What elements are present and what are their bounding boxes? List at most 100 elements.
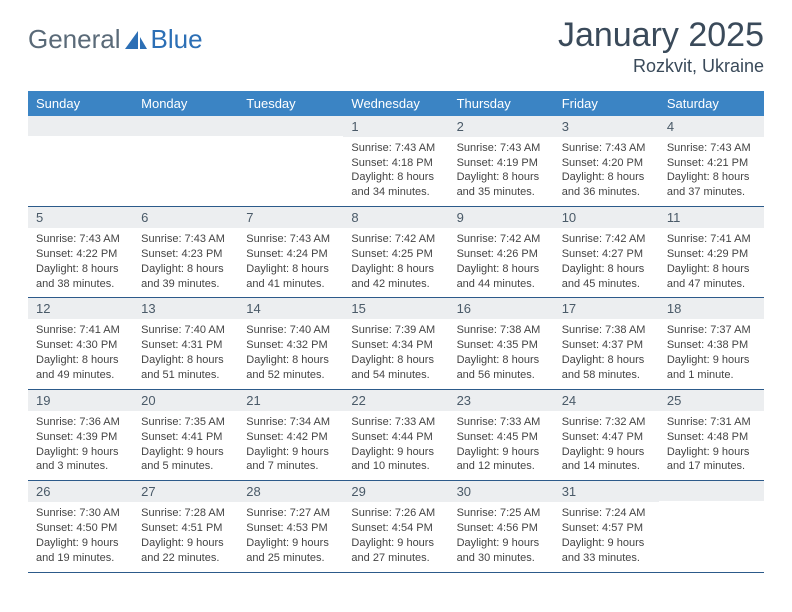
sunrise-line: Sunrise: 7:32 AM	[562, 415, 651, 430]
calendar-cell: 4Sunrise: 7:43 AMSunset: 4:21 PMDaylight…	[659, 116, 764, 207]
sunset-line: Sunset: 4:23 PM	[141, 247, 230, 262]
day-number: 29	[343, 481, 448, 502]
sunrise-line: Sunrise: 7:43 AM	[351, 141, 440, 156]
day-number: 11	[659, 207, 764, 228]
calendar-cell: 5Sunrise: 7:43 AMSunset: 4:22 PMDaylight…	[28, 207, 133, 298]
sunrise-line: Sunrise: 7:38 AM	[457, 323, 546, 338]
calendar-cell: 15Sunrise: 7:39 AMSunset: 4:34 PMDayligh…	[343, 298, 448, 389]
calendar-cell: 26Sunrise: 7:30 AMSunset: 4:50 PMDayligh…	[28, 481, 133, 572]
day-data: Sunrise: 7:39 AMSunset: 4:34 PMDaylight:…	[343, 319, 448, 388]
calendar-week-row: 19Sunrise: 7:36 AMSunset: 4:39 PMDayligh…	[28, 389, 764, 480]
day-number: 21	[238, 390, 343, 411]
sunrise-line: Sunrise: 7:35 AM	[141, 415, 230, 430]
day-number: 24	[554, 390, 659, 411]
calendar-week-row: 5Sunrise: 7:43 AMSunset: 4:22 PMDaylight…	[28, 207, 764, 298]
sunrise-line: Sunrise: 7:40 AM	[246, 323, 335, 338]
day-number: 22	[343, 390, 448, 411]
sunrise-line: Sunrise: 7:38 AM	[562, 323, 651, 338]
day-header-friday: Friday	[554, 91, 659, 116]
day-header-tuesday: Tuesday	[238, 91, 343, 116]
sunrise-line: Sunrise: 7:26 AM	[351, 506, 440, 521]
calendar-cell: 11Sunrise: 7:41 AMSunset: 4:29 PMDayligh…	[659, 207, 764, 298]
day-data: Sunrise: 7:41 AMSunset: 4:30 PMDaylight:…	[28, 319, 133, 388]
calendar-cell: 9Sunrise: 7:42 AMSunset: 4:26 PMDaylight…	[449, 207, 554, 298]
sunset-line: Sunset: 4:19 PM	[457, 156, 546, 171]
day-data: Sunrise: 7:25 AMSunset: 4:56 PMDaylight:…	[449, 502, 554, 571]
sunset-line: Sunset: 4:42 PM	[246, 430, 335, 445]
day-data: Sunrise: 7:36 AMSunset: 4:39 PMDaylight:…	[28, 411, 133, 480]
day-number	[238, 116, 343, 136]
calendar-cell: 1Sunrise: 7:43 AMSunset: 4:18 PMDaylight…	[343, 116, 448, 207]
day-number: 23	[449, 390, 554, 411]
sunset-line: Sunset: 4:22 PM	[36, 247, 125, 262]
day-data: Sunrise: 7:42 AMSunset: 4:26 PMDaylight:…	[449, 228, 554, 297]
day-number: 4	[659, 116, 764, 137]
day-number: 7	[238, 207, 343, 228]
sunset-line: Sunset: 4:45 PM	[457, 430, 546, 445]
day-number: 30	[449, 481, 554, 502]
daylight-line: Daylight: 9 hours and 7 minutes.	[246, 445, 335, 475]
day-number	[133, 116, 238, 136]
calendar-cell: 29Sunrise: 7:26 AMSunset: 4:54 PMDayligh…	[343, 481, 448, 572]
calendar-cell: 27Sunrise: 7:28 AMSunset: 4:51 PMDayligh…	[133, 481, 238, 572]
sunset-line: Sunset: 4:47 PM	[562, 430, 651, 445]
day-number	[659, 481, 764, 501]
day-header-thursday: Thursday	[449, 91, 554, 116]
day-number: 9	[449, 207, 554, 228]
day-data: Sunrise: 7:38 AMSunset: 4:37 PMDaylight:…	[554, 319, 659, 388]
daylight-line: Daylight: 8 hours and 58 minutes.	[562, 353, 651, 383]
day-data: Sunrise: 7:33 AMSunset: 4:45 PMDaylight:…	[449, 411, 554, 480]
sunrise-line: Sunrise: 7:28 AM	[141, 506, 230, 521]
day-header-saturday: Saturday	[659, 91, 764, 116]
calendar-cell: 3Sunrise: 7:43 AMSunset: 4:20 PMDaylight…	[554, 116, 659, 207]
calendar-cell: 31Sunrise: 7:24 AMSunset: 4:57 PMDayligh…	[554, 481, 659, 572]
sunset-line: Sunset: 4:57 PM	[562, 521, 651, 536]
sunrise-line: Sunrise: 7:25 AM	[457, 506, 546, 521]
daylight-line: Daylight: 8 hours and 35 minutes.	[457, 170, 546, 200]
day-number: 17	[554, 298, 659, 319]
calendar-week-row: 1Sunrise: 7:43 AMSunset: 4:18 PMDaylight…	[28, 116, 764, 207]
day-number: 26	[28, 481, 133, 502]
logo-sail-icon	[123, 29, 149, 51]
day-data: Sunrise: 7:38 AMSunset: 4:35 PMDaylight:…	[449, 319, 554, 388]
sunset-line: Sunset: 4:34 PM	[351, 338, 440, 353]
day-data: Sunrise: 7:43 AMSunset: 4:23 PMDaylight:…	[133, 228, 238, 297]
daylight-line: Daylight: 9 hours and 10 minutes.	[351, 445, 440, 475]
sunset-line: Sunset: 4:20 PM	[562, 156, 651, 171]
daylight-line: Daylight: 9 hours and 14 minutes.	[562, 445, 651, 475]
day-header-wednesday: Wednesday	[343, 91, 448, 116]
day-number: 5	[28, 207, 133, 228]
calendar-body: 1Sunrise: 7:43 AMSunset: 4:18 PMDaylight…	[28, 116, 764, 572]
calendar-cell: 21 Sunrise: 7:34 AMSunset: 4:42 PMDayligh…	[238, 389, 343, 480]
sunrise-line: Sunrise: 7:43 AM	[141, 232, 230, 247]
calendar-cell: 14Sunrise: 7:40 AMSunset: 4:32 PMDayligh…	[238, 298, 343, 389]
day-header-row: SundayMondayTuesdayWednesdayThursdayFrid…	[28, 91, 764, 116]
sunset-line: Sunset: 4:50 PM	[36, 521, 125, 536]
day-data: Sunrise: 7:31 AMSunset: 4:48 PMDaylight:…	[659, 411, 764, 480]
calendar-week-row: 12Sunrise: 7:41 AMSunset: 4:30 PMDayligh…	[28, 298, 764, 389]
day-data: Sunrise: 7:41 AMSunset: 4:29 PMDaylight:…	[659, 228, 764, 297]
sunrise-line: Sunrise: 7:34 AM	[246, 415, 335, 430]
sunrise-line: Sunrise: 7:39 AM	[351, 323, 440, 338]
calendar-cell: 10Sunrise: 7:42 AMSunset: 4:27 PMDayligh…	[554, 207, 659, 298]
calendar-cell-empty	[238, 116, 343, 207]
day-number: 15	[343, 298, 448, 319]
sunset-line: Sunset: 4:21 PM	[667, 156, 756, 171]
sunrise-line: Sunrise: 7:41 AM	[36, 323, 125, 338]
sunrise-line: Sunrise: 7:43 AM	[457, 141, 546, 156]
calendar-cell: 2Sunrise: 7:43 AMSunset: 4:19 PMDaylight…	[449, 116, 554, 207]
calendar-week-row: 26Sunrise: 7:30 AMSunset: 4:50 PMDayligh…	[28, 481, 764, 572]
day-number: 13	[133, 298, 238, 319]
daylight-line: Daylight: 9 hours and 25 minutes.	[246, 536, 335, 566]
sunset-line: Sunset: 4:37 PM	[562, 338, 651, 353]
sunrise-line: Sunrise: 7:40 AM	[141, 323, 230, 338]
calendar-cell: 12Sunrise: 7:41 AMSunset: 4:30 PMDayligh…	[28, 298, 133, 389]
day-number: 31	[554, 481, 659, 502]
sunrise-line: Sunrise: 7:37 AM	[667, 323, 756, 338]
logo: General Blue	[28, 18, 203, 55]
calendar-cell: 28Sunrise: 7:27 AMSunset: 4:53 PMDayligh…	[238, 481, 343, 572]
day-number: 19	[28, 390, 133, 411]
sunrise-line: Sunrise: 7:24 AM	[562, 506, 651, 521]
day-number	[28, 116, 133, 136]
sunrise-line: Sunrise: 7:36 AM	[36, 415, 125, 430]
